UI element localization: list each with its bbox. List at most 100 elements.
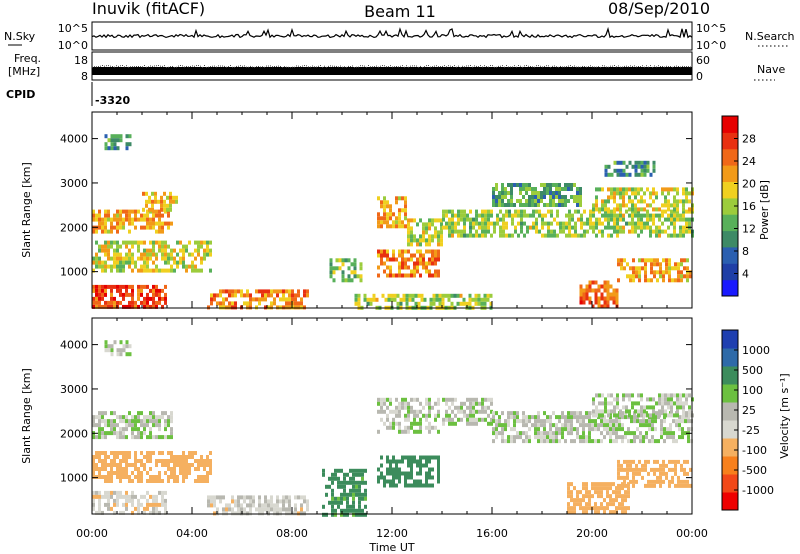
colorbar-tick-label: -100 — [742, 444, 767, 457]
echo-cell — [197, 463, 200, 467]
echo-cell — [477, 301, 481, 306]
echo-cell — [643, 413, 646, 418]
echo-cell — [428, 397, 431, 402]
echo-cell — [334, 472, 337, 477]
nave-dot — [216, 66, 217, 68]
echo-cell — [558, 415, 561, 420]
echo-cell — [413, 238, 416, 243]
echo-cell — [567, 506, 570, 511]
nave-dot — [550, 66, 551, 68]
echo-cell — [579, 187, 582, 191]
echo-cell — [170, 415, 173, 420]
nave-dot — [170, 66, 171, 68]
echo-cell — [352, 476, 355, 481]
freq-panel-frame — [91, 51, 693, 81]
echo-cell — [395, 483, 398, 488]
echo-cell — [616, 221, 619, 226]
echo-cell — [668, 483, 671, 488]
echo-cell — [225, 305, 228, 310]
echo-cell — [658, 217, 661, 222]
echo-cell — [131, 296, 134, 301]
echo-cell — [152, 510, 155, 515]
nave-dot — [404, 66, 405, 68]
echo-cell — [176, 463, 179, 467]
echo-cell — [352, 480, 355, 485]
time-tick-label: 04:00 — [176, 527, 208, 540]
echo-cell — [636, 427, 639, 432]
echo-cell — [688, 409, 691, 414]
echo-cell — [680, 270, 683, 275]
echo-cell — [585, 482, 588, 487]
nave-dot — [622, 66, 623, 68]
echo-cell — [110, 352, 114, 357]
echo-cell — [110, 288, 113, 293]
echo-cell — [615, 423, 618, 428]
echo-cell — [404, 475, 407, 480]
echo-cell — [603, 435, 606, 440]
echo-cell — [514, 209, 517, 214]
echo-cell — [686, 471, 689, 476]
echo-cell — [667, 203, 670, 208]
echo-cell — [428, 273, 431, 278]
echo-cell — [185, 455, 188, 459]
echo-cell — [612, 423, 615, 428]
echo-cell — [101, 419, 104, 424]
echo-cell — [538, 213, 541, 218]
echo-cell — [173, 471, 176, 475]
echo-cell — [665, 463, 668, 468]
echo-cell — [459, 293, 463, 298]
echo-cell — [413, 261, 416, 266]
echo-cell — [392, 257, 395, 262]
echo-cell — [149, 431, 152, 436]
echo-cell — [567, 427, 570, 432]
nave-dot — [420, 65, 421, 67]
echo-cell — [639, 423, 642, 428]
echo-cell — [604, 401, 607, 406]
echo-cell — [673, 203, 676, 208]
echo-cell — [598, 393, 601, 398]
echo-cell — [520, 213, 523, 218]
echo-cell — [573, 486, 576, 491]
echo-cell — [437, 463, 440, 468]
echo-cell — [140, 451, 143, 455]
echo-cell — [122, 419, 125, 424]
echo-cell — [146, 304, 149, 309]
freq-tick-high: 18 — [74, 54, 88, 67]
echo-cell — [380, 463, 383, 468]
echo-cell — [570, 439, 573, 444]
echo-cell — [682, 229, 685, 234]
echo-cell — [380, 405, 383, 410]
echo-cell — [149, 494, 152, 499]
echo-cell — [146, 260, 149, 265]
echo-cell — [395, 463, 398, 468]
echo-cell — [182, 451, 185, 455]
echo-cell — [213, 499, 216, 504]
echo-cell — [579, 498, 582, 503]
echo-cell — [350, 270, 354, 275]
echo-cell — [622, 203, 625, 208]
echo-cell — [504, 423, 507, 428]
echo-cell — [146, 256, 149, 261]
echo-cell — [492, 195, 495, 199]
echo-cell — [364, 480, 367, 485]
echo-cell — [98, 459, 101, 463]
echo-cell — [101, 217, 104, 222]
echo-cell — [107, 490, 110, 495]
nave-dot — [184, 66, 185, 68]
echo-cell — [652, 397, 655, 402]
echo-cell — [635, 471, 638, 476]
echo-cell — [407, 234, 410, 239]
echo-cell — [160, 195, 163, 200]
echo-cell — [634, 187, 637, 192]
echo-cell — [650, 479, 653, 484]
echo-cell — [625, 221, 628, 226]
echo-cell — [495, 187, 498, 191]
echo-cell — [122, 502, 125, 507]
echo-cell — [267, 499, 270, 504]
echo-cell — [347, 258, 351, 263]
echo-cell — [354, 293, 358, 298]
echo-cell — [92, 229, 95, 234]
echo-cell — [603, 288, 607, 293]
y-tick-label: 2000 — [60, 221, 88, 234]
echo-cell — [606, 490, 609, 495]
